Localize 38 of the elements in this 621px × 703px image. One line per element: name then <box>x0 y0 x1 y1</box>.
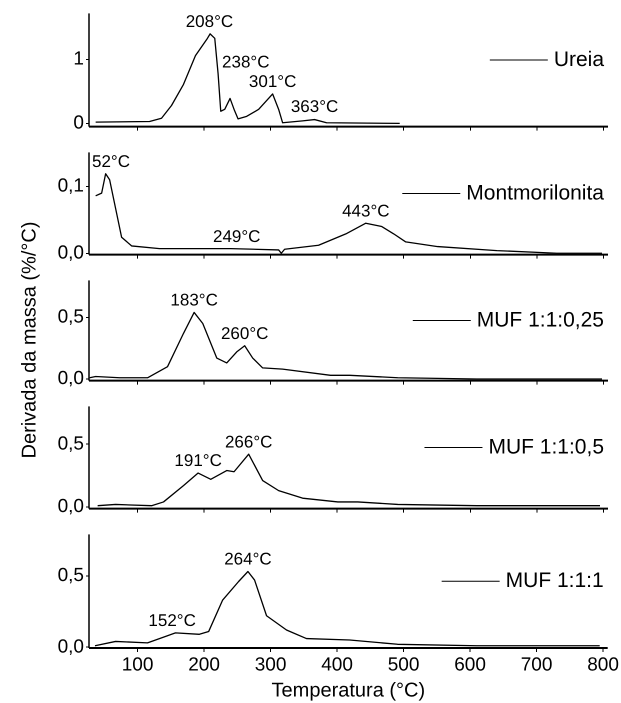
legend-label: MUF 1:1:0,25 <box>476 308 604 332</box>
annotation: 249°C <box>212 226 260 246</box>
annotation: 363°C <box>290 97 338 116</box>
y-tick-label: 0,5 <box>58 306 84 328</box>
x-tick-label: 600 <box>454 654 486 676</box>
x-tick-label: 800 <box>587 654 619 676</box>
y-tick-label: 0,0 <box>58 368 84 390</box>
annotation: 208°C <box>186 12 234 32</box>
y-axis-title: Derivada da massa (%/°C) <box>18 222 42 458</box>
x-tick-label: 300 <box>254 654 286 676</box>
annotation: 443°C <box>342 201 390 220</box>
x-tick-label: 500 <box>388 654 420 676</box>
legend-label: MUF 1:1:0,5 <box>488 435 604 458</box>
annotation: 191°C <box>174 451 222 470</box>
y-tick-label: 0,5 <box>58 433 84 454</box>
y-tick-label: 0 <box>73 112 84 134</box>
y-tick-label: 1 <box>73 48 84 70</box>
annotation: 264°C <box>224 550 272 569</box>
x-tick-label: 400 <box>321 654 353 676</box>
legend-label: Montmorilonita <box>466 181 604 204</box>
y-tick-label: 0,0 <box>58 242 84 264</box>
annotation: 266°C <box>224 432 272 452</box>
y-tick-label: 0,0 <box>58 636 84 658</box>
x-tick-label: 700 <box>520 654 552 676</box>
annotation: 238°C <box>222 52 270 72</box>
annotation: 152°C <box>148 611 196 630</box>
x-tick-label: 100 <box>122 654 154 676</box>
annotation: 52°C <box>92 152 130 171</box>
legend-label: Ureia <box>554 48 604 71</box>
legend-label: MUF 1:1:1 <box>506 568 604 592</box>
x-tick-label: 200 <box>188 654 220 676</box>
annotation: 301°C <box>248 72 296 92</box>
annotation: 183°C <box>170 290 218 310</box>
y-tick-label: 0,0 <box>58 496 84 518</box>
y-tick-label: 0,5 <box>58 565 84 586</box>
x-axis-title: Temperatura (°C) <box>272 680 426 702</box>
y-tick-label: 0,1 <box>58 176 84 197</box>
annotation: 260°C <box>220 324 268 343</box>
